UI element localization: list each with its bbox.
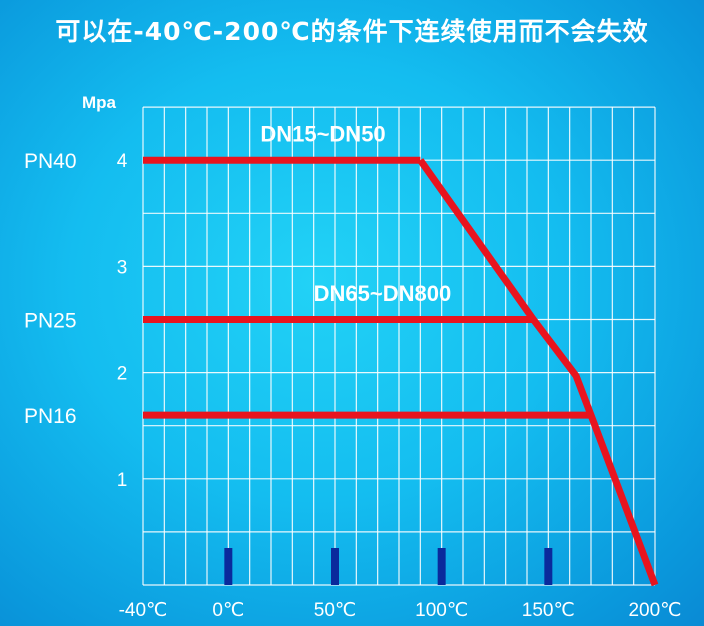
x-tick-label: 200℃ (628, 600, 681, 621)
y-tick-label: 3 (117, 257, 128, 278)
y-tick-label: 2 (117, 364, 128, 385)
temperature-marker (544, 548, 553, 585)
x-tick-label: -40℃ (119, 600, 168, 621)
temperature-marker (331, 548, 339, 585)
y-tick-label: 4 (117, 151, 128, 172)
series-line (417, 158, 659, 587)
x-tick-label: 0℃ (212, 600, 244, 621)
x-tick-label: 100℃ (415, 600, 468, 621)
y-axis-label: Mpa (82, 93, 117, 112)
y-tick-label: 1 (117, 470, 128, 491)
x-tick-label: 50℃ (314, 600, 356, 621)
x-tick-label: 150℃ (522, 600, 575, 621)
chart-title: 可以在-40℃-200℃的条件下连续使用而不会失效 (55, 17, 649, 46)
pressure-class-label: PN40 (24, 150, 77, 173)
size-range-annotation: DN65~DN800 (314, 281, 452, 306)
temperature-marker (437, 548, 446, 585)
temperature-marker (224, 548, 233, 585)
pressure-class-label: PN16 (24, 405, 77, 428)
pressure-class-label: PN25 (24, 310, 77, 333)
size-range-annotation: DN15~DN50 (260, 122, 385, 147)
